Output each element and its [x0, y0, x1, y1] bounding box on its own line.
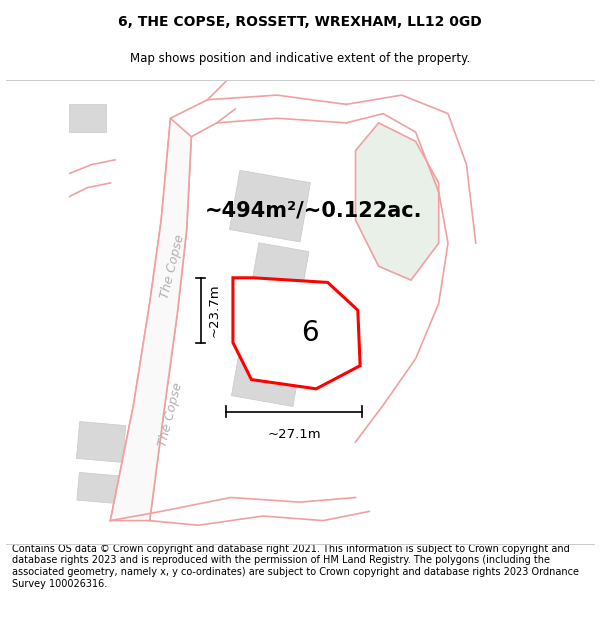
Polygon shape — [232, 334, 304, 406]
Text: ~494m²/~0.122ac.: ~494m²/~0.122ac. — [205, 201, 422, 221]
Polygon shape — [77, 472, 125, 504]
Text: 6: 6 — [301, 319, 319, 347]
Text: The Copse: The Copse — [156, 381, 185, 448]
Polygon shape — [229, 170, 310, 242]
Polygon shape — [69, 104, 106, 132]
Polygon shape — [76, 421, 126, 462]
Polygon shape — [355, 123, 439, 280]
Text: 6, THE COPSE, ROSSETT, WREXHAM, LL12 0GD: 6, THE COPSE, ROSSETT, WREXHAM, LL12 0GD — [118, 15, 482, 29]
Text: Map shows position and indicative extent of the property.: Map shows position and indicative extent… — [130, 52, 470, 65]
Polygon shape — [233, 278, 360, 389]
Text: ~23.7m: ~23.7m — [208, 283, 221, 337]
Polygon shape — [110, 118, 191, 521]
Text: The Copse: The Copse — [158, 232, 187, 300]
Text: ~27.1m: ~27.1m — [268, 428, 321, 441]
Polygon shape — [245, 242, 309, 331]
Text: Contains OS data © Crown copyright and database right 2021. This information is : Contains OS data © Crown copyright and d… — [12, 544, 579, 589]
